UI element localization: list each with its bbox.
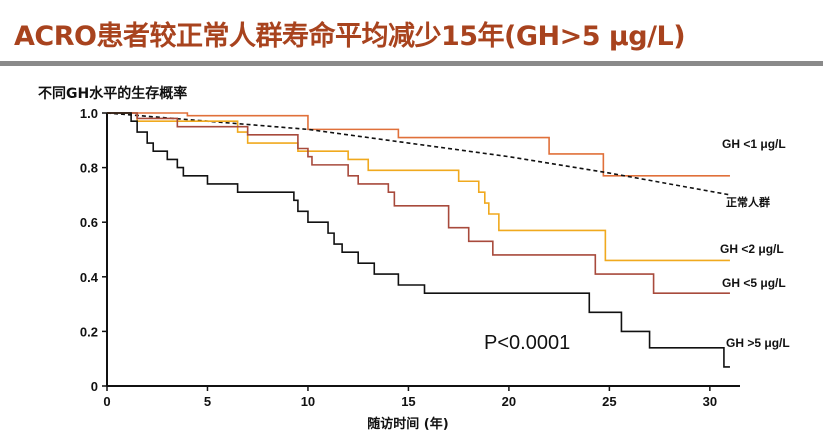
- legend-label-3: GH <5 μg/L: [722, 276, 786, 290]
- y-tick-label: 0.8: [80, 161, 98, 176]
- x-tick-label: 5: [204, 394, 211, 409]
- y-tick-label: 0.6: [80, 215, 98, 230]
- legend-label-2: GH <2 μg/L: [720, 242, 784, 256]
- legend-label-0: GH <1 μg/L: [722, 137, 786, 151]
- chart-axes: [106, 113, 740, 387]
- chart-series: [106, 112, 731, 368]
- legend-label-4: GH >5 μg/L: [726, 336, 790, 350]
- y-tick-label: 0: [91, 379, 98, 394]
- y-tick-label: 1.0: [80, 106, 98, 121]
- legend-label-1: 正常人群: [726, 195, 770, 209]
- x-tick-label: 20: [502, 394, 516, 409]
- series-line-3: [107, 112, 730, 294]
- y-tick-label: 0.4: [80, 270, 99, 285]
- series-line-1: [106, 112, 731, 196]
- series-line-0: [107, 112, 730, 177]
- chart-title: 不同GH水平的生存概率: [38, 85, 187, 102]
- series-line-2: [107, 112, 730, 262]
- x-tick-label: 15: [401, 394, 415, 409]
- chart-ticks: 0 5 10 15 20 25 30 0 0.2 0.4 0.6 0.8 1.0: [80, 106, 717, 409]
- chart-legend: GH <1 μg/L 正常人群 GH <2 μg/L GH <5 μg/L GH >5 …: [720, 137, 790, 350]
- x-axis-label: 随访时间 (年): [367, 416, 448, 432]
- y-tick-label: 0.2: [80, 324, 98, 339]
- series-line-4: [107, 112, 730, 368]
- x-tick-label: 0: [103, 394, 110, 409]
- p-value-annotation: P<0.0001: [484, 332, 570, 354]
- slide-title: ACRO患者较正常人群寿命平均减少15年(GH>5 μg/L): [14, 21, 686, 52]
- x-tick-label: 30: [703, 394, 717, 409]
- x-tick-label: 10: [301, 394, 315, 409]
- title-divider: [0, 61, 823, 66]
- x-tick-label: 25: [602, 394, 616, 409]
